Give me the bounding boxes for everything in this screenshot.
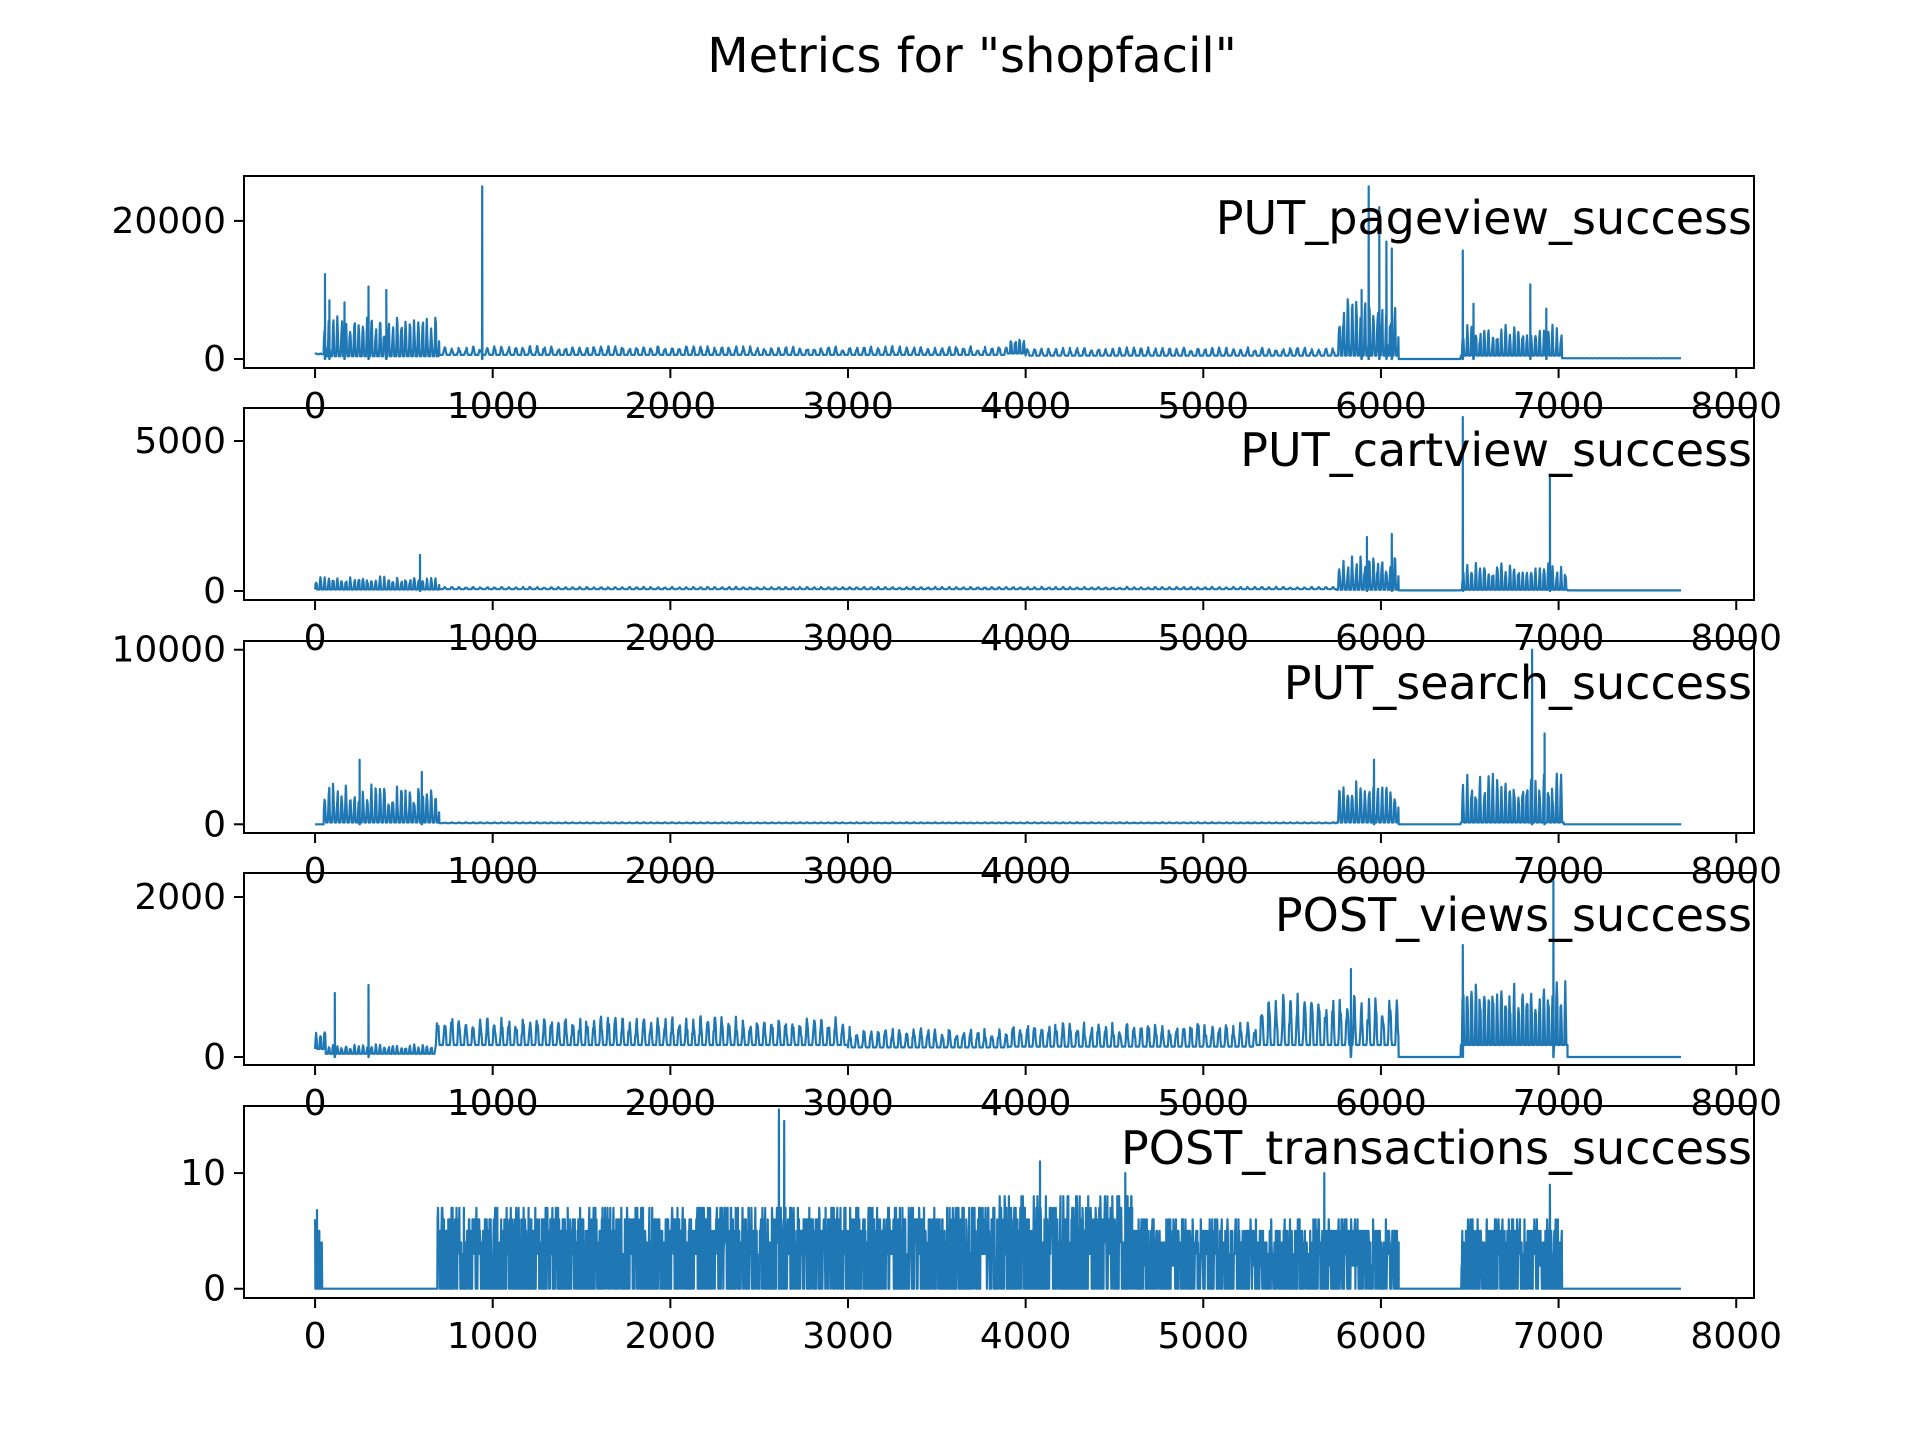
x-tick-label: 3000 <box>802 618 894 659</box>
panel-label: POST_transactions_success <box>1121 1121 1752 1175</box>
x-tick-label: 1000 <box>447 1316 539 1357</box>
axes-frame <box>243 1105 1755 1299</box>
axes-frame <box>243 872 1755 1066</box>
y-tick-label: 20000 <box>111 201 226 242</box>
x-tick-label: 8000 <box>1690 1316 1782 1357</box>
x-tick-label: 0 <box>304 386 327 427</box>
x-tick-label: 4000 <box>980 1316 1072 1357</box>
x-tick-label: 1000 <box>447 618 539 659</box>
subplot-5: 0 10 0 1000 2000 3000 4000 5000 6000 7000 8000 POST… <box>180 1105 1782 1357</box>
x-tick-label: 2000 <box>625 618 717 659</box>
subplot-2: 0 5000 0 1000 2000 3000 4000 5000 6000 7000 8000 PU… <box>134 407 1782 659</box>
x-tick-label: 7000 <box>1513 1316 1605 1357</box>
x-tick-label: 0 <box>304 851 327 892</box>
x-tick-label: 7000 <box>1513 386 1605 427</box>
x-tick-label: 8000 <box>1690 618 1782 659</box>
x-tick-label: 6000 <box>1335 851 1427 892</box>
y-tick-label: 0 <box>203 804 226 845</box>
series-line-PUT_cartview_success <box>314 415 1682 593</box>
y-tick-label: 5000 <box>134 421 226 462</box>
series-line-PUT_pageview_success <box>314 185 1682 361</box>
subplot-1: 0 20000 0 1000 2000 3000 4000 5000 6000 7000 8000 P… <box>111 175 1782 427</box>
x-tick-label: 3000 <box>802 1083 894 1124</box>
subplot-3: 0 10000 0 1000 2000 3000 4000 5000 6000 7000 8000 P… <box>111 630 1782 892</box>
x-tick-label: 5000 <box>1157 851 1249 892</box>
series-line-POST_transactions_success <box>314 1108 1682 1290</box>
x-tick-label: 5000 <box>1157 618 1249 659</box>
y-tick-label: 2000 <box>134 877 226 918</box>
panel-label: PUT_search_success <box>1284 656 1752 710</box>
axes-frame <box>243 175 1755 369</box>
figure-title: Metrics for "shopfacil" <box>707 28 1237 84</box>
y-tick-label: 0 <box>203 571 226 612</box>
x-tick-label: 1000 <box>447 386 539 427</box>
panel-label: PUT_pageview_success <box>1216 191 1752 245</box>
y-tick-label: 10000 <box>111 630 226 671</box>
axes-frame <box>243 640 1755 834</box>
x-tick-label: 0 <box>304 1083 327 1124</box>
x-tick-label: 5000 <box>1157 1316 1249 1357</box>
x-tick-label: 7000 <box>1513 851 1605 892</box>
x-tick-label: 4000 <box>980 851 1072 892</box>
x-tick-label: 2000 <box>625 1316 717 1357</box>
x-tick-label: 4000 <box>980 618 1072 659</box>
x-tick-label: 7000 <box>1513 618 1605 659</box>
series-line-PUT_search_success <box>314 648 1682 826</box>
subplot-4: 0 2000 0 1000 2000 3000 4000 5000 6000 7000 8000 PO… <box>134 872 1782 1124</box>
x-tick-label: 3000 <box>802 851 894 892</box>
x-tick-label: 3000 <box>802 386 894 427</box>
x-tick-label: 6000 <box>1335 1316 1427 1357</box>
x-tick-label: 0 <box>304 1316 327 1357</box>
series-line-POST_views_success <box>314 879 1682 1059</box>
panel-label: POST_views_success <box>1275 888 1752 942</box>
x-tick-label: 5000 <box>1157 1083 1249 1124</box>
x-tick-label: 6000 <box>1335 1083 1427 1124</box>
panel-label: PUT_cartview_success <box>1240 423 1752 477</box>
x-tick-label: 6000 <box>1335 618 1427 659</box>
x-tick-label: 8000 <box>1690 386 1782 427</box>
x-tick-label: 2000 <box>625 1083 717 1124</box>
x-tick-label: 3000 <box>802 1316 894 1357</box>
y-tick-label: 10 <box>180 1153 226 1194</box>
y-tick-label: 0 <box>203 339 226 380</box>
x-tick-label: 1000 <box>447 851 539 892</box>
axes-frame <box>243 407 1755 601</box>
x-tick-label: 5000 <box>1157 386 1249 427</box>
x-tick-label: 4000 <box>980 386 1072 427</box>
y-tick-label: 0 <box>203 1037 226 1078</box>
y-tick-label: 0 <box>203 1269 226 1310</box>
x-tick-label: 2000 <box>625 851 717 892</box>
x-tick-label: 0 <box>304 618 327 659</box>
x-tick-label: 4000 <box>980 1083 1072 1124</box>
x-tick-label: 1000 <box>447 1083 539 1124</box>
x-tick-label: 2000 <box>625 386 717 427</box>
x-tick-label: 8000 <box>1690 851 1782 892</box>
x-tick-label: 8000 <box>1690 1083 1782 1124</box>
x-tick-label: 7000 <box>1513 1083 1605 1124</box>
x-tick-label: 6000 <box>1335 386 1427 427</box>
